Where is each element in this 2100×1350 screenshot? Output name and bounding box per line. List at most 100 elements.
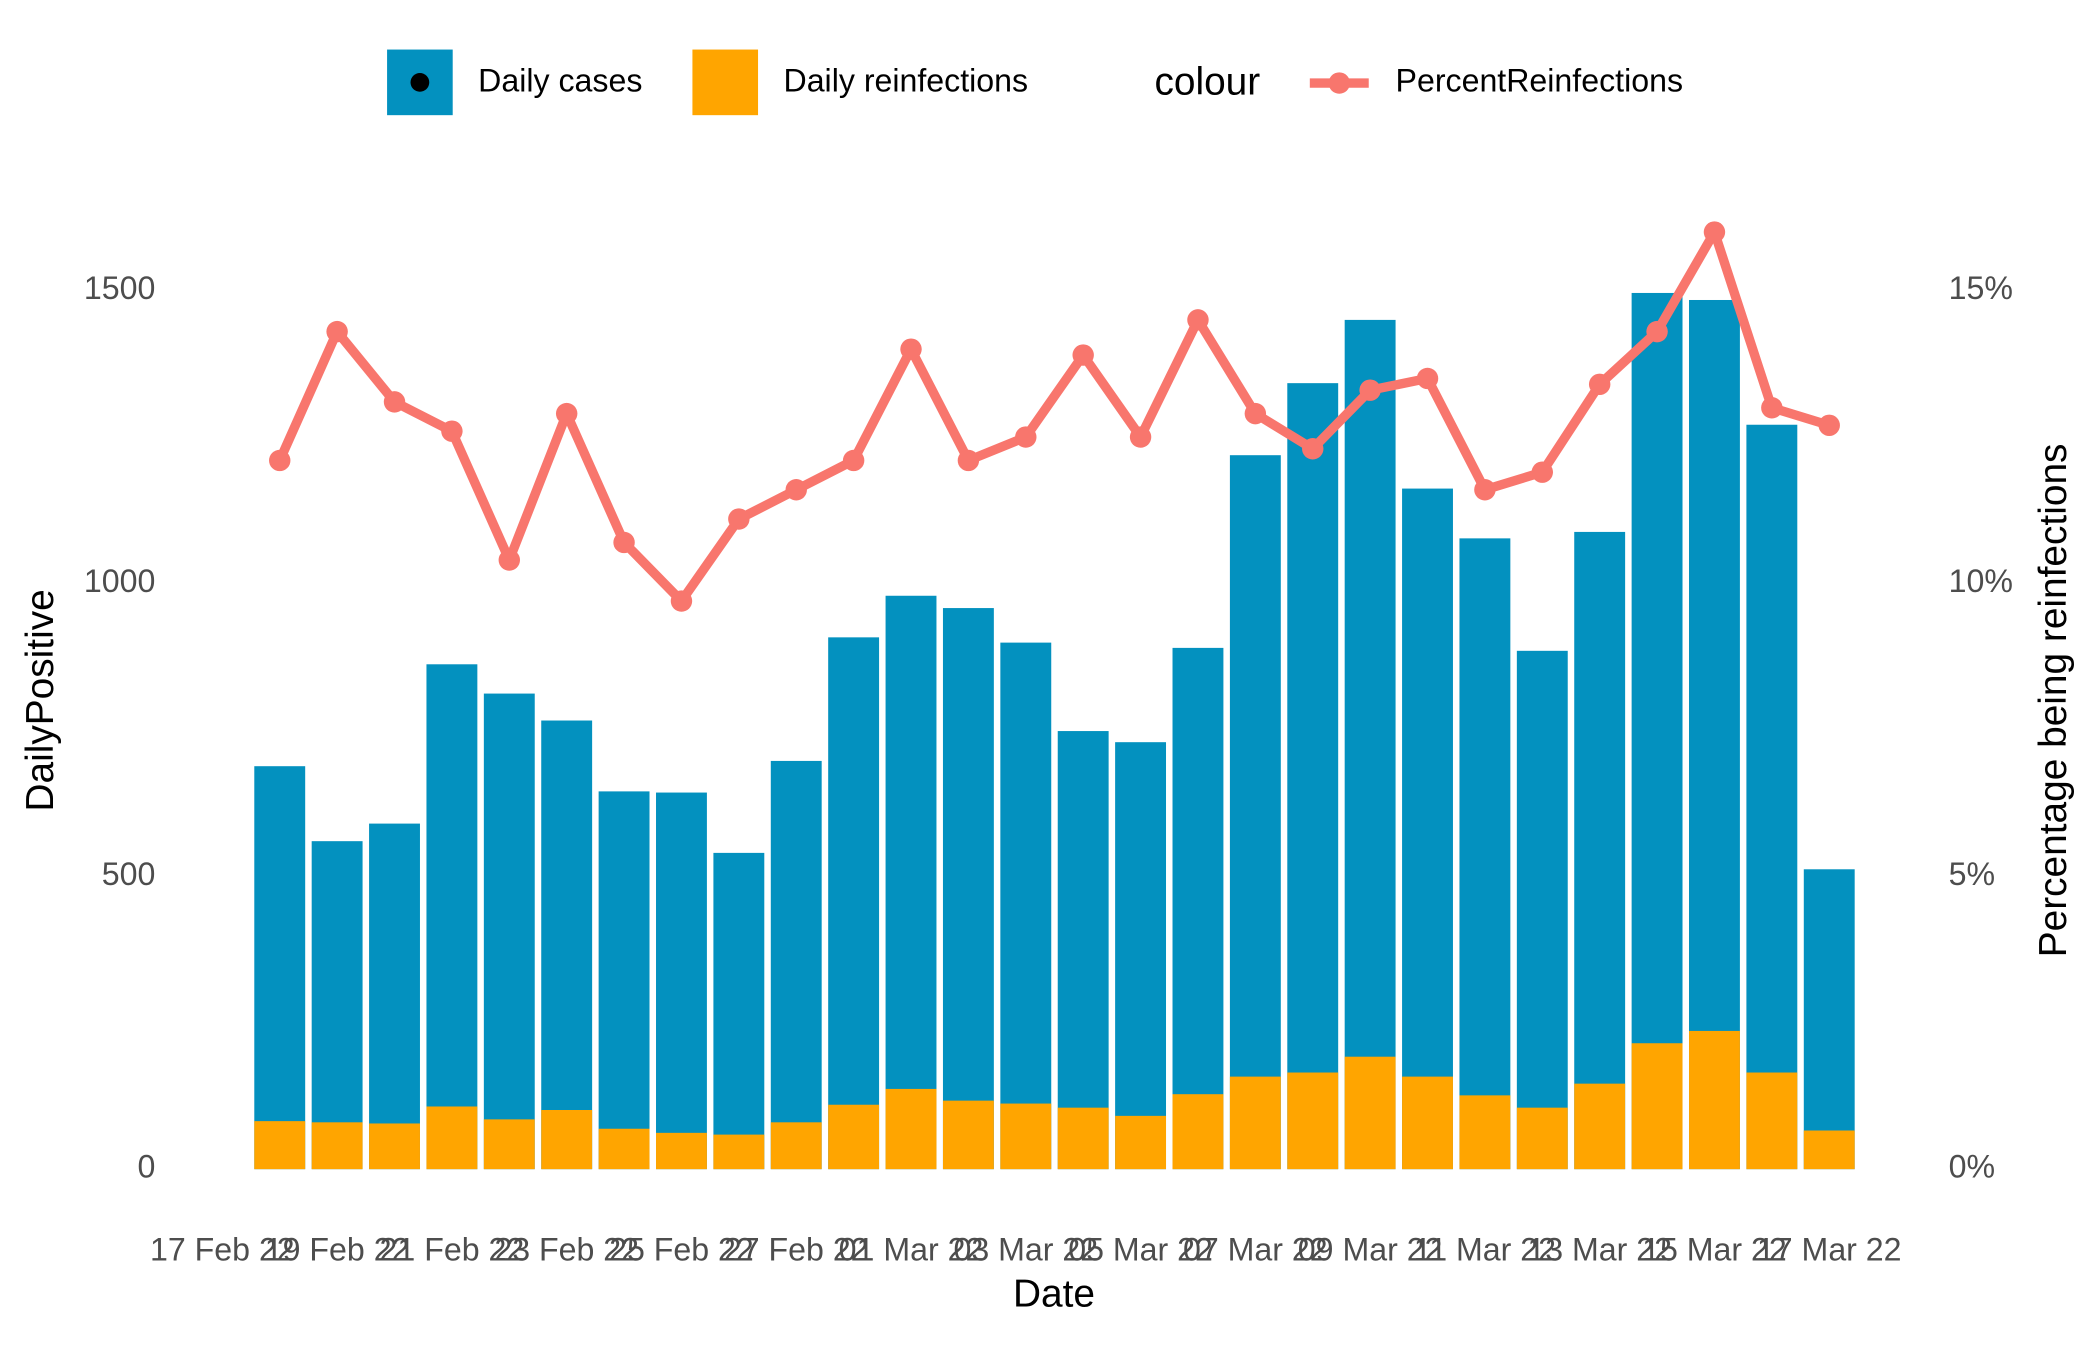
line: [275, 227, 1831, 606]
bar: [713, 852, 765, 1170]
bar: [770, 1122, 822, 1170]
bar: [1115, 1115, 1167, 1170]
bar: [426, 664, 478, 1170]
bar: [1516, 650, 1568, 1170]
x-tick-label: 09 Mar 22: [1298, 1232, 1443, 1268]
point: [842, 449, 865, 472]
bar: [1516, 1107, 1568, 1170]
y2-tick-label: 0%: [1949, 1149, 1995, 1185]
point: [1703, 221, 1726, 243]
y2-axis-title: Percentage being reinfections: [2032, 444, 2075, 958]
bar: [1000, 1103, 1052, 1170]
bar: [656, 792, 707, 1170]
bar: [1574, 531, 1626, 1170]
bar: [369, 823, 420, 1170]
y-tick-label: 0: [138, 1149, 156, 1185]
x-tick-label: 27 Feb 22: [724, 1232, 869, 1268]
point: [1302, 438, 1324, 460]
y2-tick-label: 10%: [1949, 563, 2013, 599]
bar: [885, 595, 937, 1170]
y-tick-label: 1500: [84, 270, 155, 306]
y2-tick-label: 5%: [1949, 856, 1995, 892]
bar: [369, 1123, 420, 1170]
point: [441, 420, 463, 442]
point: [1072, 344, 1094, 366]
y-tick-label: 500: [102, 856, 156, 892]
point: [1531, 461, 1554, 483]
point: [269, 449, 291, 472]
point: [1416, 367, 1439, 390]
bar: [1115, 742, 1167, 1170]
bar: [1689, 1030, 1740, 1170]
bar: [1631, 1043, 1683, 1170]
y-axis-title: DailyPositive: [19, 589, 62, 811]
y2-tick-label: 15%: [1949, 270, 2013, 306]
bar: [426, 1106, 478, 1170]
legend-key: [692, 49, 759, 116]
bar: [1172, 1094, 1224, 1170]
bar: [1746, 1072, 1798, 1170]
legend-label: Daily reinfections: [783, 63, 1028, 99]
legend-key-dot: [410, 72, 430, 92]
point: [785, 479, 807, 501]
bar: [541, 720, 593, 1170]
legend-label: PercentReinfections: [1396, 63, 1684, 99]
legend-title: colour: [1154, 61, 1260, 104]
bar: [770, 760, 822, 1170]
bar: [1803, 869, 1855, 1170]
point: [555, 402, 578, 425]
bar: [1287, 383, 1339, 1170]
point: [1359, 379, 1381, 401]
bar: [1459, 538, 1511, 1170]
bar: [1172, 647, 1224, 1170]
point: [498, 549, 521, 571]
bar: [942, 1100, 994, 1170]
point: [670, 590, 693, 612]
bar: [713, 1134, 765, 1170]
point: [1129, 426, 1152, 448]
bar: [885, 1088, 937, 1170]
legend-key-dot: [1328, 72, 1350, 94]
point: [1646, 320, 1668, 343]
bar: [1344, 319, 1396, 1170]
x-tick-label: 01 Mar 22: [839, 1232, 984, 1268]
x-tick-label: 05 Mar 22: [1068, 1232, 1213, 1268]
point: [1761, 397, 1783, 419]
x-tick-label: 23 Feb 22: [494, 1232, 639, 1268]
bar: [254, 766, 306, 1170]
bar: [1803, 1130, 1855, 1170]
bar: [598, 1128, 650, 1170]
point: [1474, 479, 1496, 501]
bar: [1689, 299, 1740, 1170]
bar: [1631, 292, 1683, 1170]
bar: [483, 1119, 535, 1170]
bar: [942, 608, 994, 1170]
legend-label: Daily cases: [478, 63, 642, 99]
bar: [1057, 1107, 1109, 1170]
x-tick-label: 11 Mar 22: [1414, 1232, 1556, 1268]
point: [1015, 426, 1037, 448]
x-tick-label: 03 Mar 22: [953, 1232, 1098, 1268]
bar: [1402, 1076, 1453, 1170]
x-tick-label: 13 Mar 22: [1527, 1232, 1672, 1268]
point: [383, 391, 406, 413]
bar: [1746, 424, 1798, 1170]
bar: [1287, 1072, 1339, 1170]
bar: [1229, 1076, 1281, 1170]
x-tick-label: 15 Mar 22: [1642, 1232, 1787, 1268]
bar: [254, 1121, 306, 1170]
bar: [656, 1132, 707, 1170]
x-tick-label: 17 Mar 22: [1757, 1232, 1902, 1268]
y-tick-label: 1000: [84, 563, 155, 599]
bar: [1574, 1083, 1626, 1170]
point: [1818, 414, 1840, 437]
bar: [311, 841, 363, 1170]
x-tick-label: 25 Feb 22: [609, 1232, 754, 1268]
bar: [828, 1104, 880, 1170]
bar: [1402, 488, 1453, 1170]
point: [1244, 402, 1267, 425]
point: [728, 508, 750, 530]
x-axis-title: Date: [1013, 1273, 1095, 1316]
x-tick-label: 07 Mar 22: [1183, 1232, 1328, 1268]
